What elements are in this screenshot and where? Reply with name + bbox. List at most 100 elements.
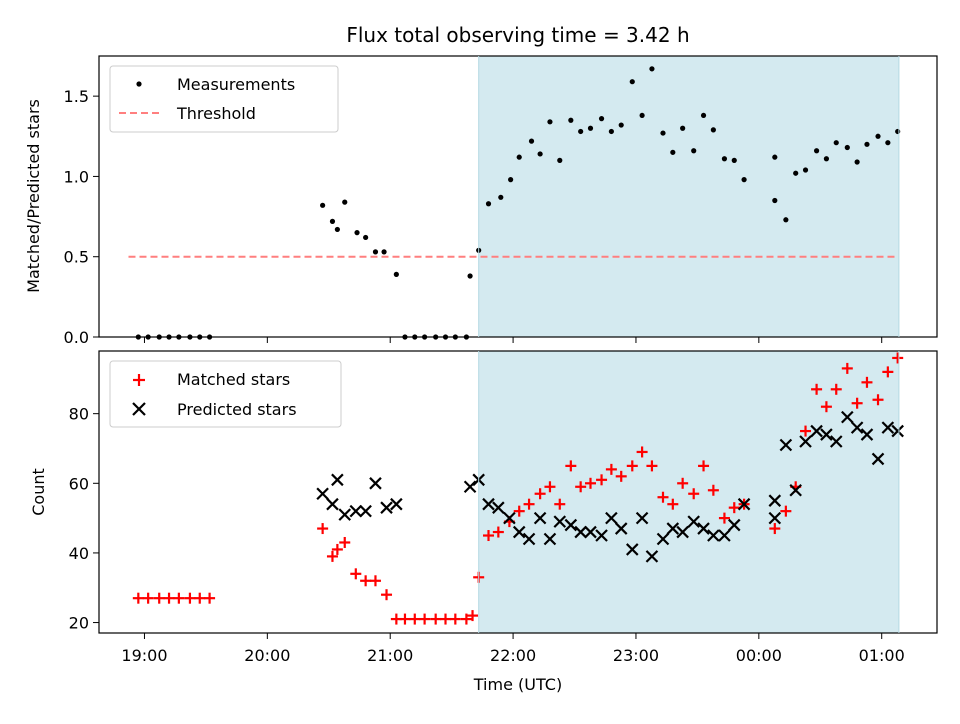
matched-stars-point	[467, 610, 479, 622]
measurements-point	[342, 199, 348, 205]
measurements-point	[895, 128, 901, 135]
matched-stars-point	[769, 523, 781, 535]
matched-stars-point	[194, 592, 206, 604]
matched-stars-point	[430, 613, 442, 625]
matched-stars-point	[350, 568, 362, 580]
predicted-stars-point	[829, 435, 843, 448]
top-plot-frame	[98, 55, 938, 338]
measurements-point	[691, 148, 697, 154]
matched-stars-point	[575, 481, 587, 493]
measurements-point	[670, 149, 676, 155]
predicted-stars-point	[820, 428, 833, 441]
measurements-point	[608, 128, 614, 135]
matched-stars-point	[153, 592, 165, 604]
predicted-stars-point	[768, 511, 782, 525]
matched-stars-point	[523, 498, 535, 510]
predicted-stars-point	[492, 501, 505, 514]
measurements-point	[731, 157, 737, 163]
matched-stars-point	[409, 613, 421, 625]
matched-stars-point	[326, 550, 338, 562]
x-tick-label: 21:00	[367, 646, 413, 665]
matched-stars-point	[861, 376, 873, 388]
matched-stars-point	[184, 592, 196, 604]
matched-stars-point	[626, 460, 638, 472]
matched-stars-point	[872, 394, 884, 406]
matched-stars-point	[554, 498, 566, 510]
top-panel: 0.0 0.5 1.0 1.5 Matched/Predicted stars Mea…	[24, 55, 938, 347]
measurements-point	[557, 157, 563, 163]
predicted-stars-point	[543, 532, 557, 546]
counts-series	[132, 352, 904, 625]
measurements-point	[508, 177, 514, 183]
predicted-stars-point	[881, 421, 895, 434]
measurements-point	[547, 119, 553, 125]
matched-stars-point	[677, 477, 689, 489]
measurements-point	[680, 125, 686, 131]
predicted-stars-point	[625, 543, 639, 556]
matched-stars-point	[657, 491, 669, 503]
predicted-stars-point	[789, 483, 802, 497]
matched-stars-point	[565, 460, 577, 472]
predicted-stars-point	[369, 477, 382, 490]
y-tick-label: 1.0	[64, 167, 89, 186]
predicted-stars-point	[338, 508, 352, 521]
predicted-stars-point	[584, 525, 597, 539]
measurements-point	[618, 122, 624, 128]
measurements-point	[629, 79, 635, 85]
matched-stars-point	[381, 589, 393, 601]
predicted-stars-point	[605, 511, 618, 525]
measurements-series	[128, 66, 901, 340]
matched-stars-point	[483, 530, 495, 542]
predicted-stars-point	[799, 435, 812, 448]
bottom-legend: Matched stars Predicted stars	[109, 360, 342, 428]
legend-measurements-label: Measurements	[177, 75, 295, 94]
predicted-stars-point	[676, 525, 689, 539]
y-tick-label: 0.5	[64, 248, 89, 267]
predicted-stars-point	[810, 424, 823, 438]
predicted-stars-point	[635, 511, 649, 525]
measurements-point	[381, 249, 387, 255]
matched-stars-point	[811, 383, 823, 395]
legend-box	[109, 65, 339, 133]
top-x-ticks	[143, 337, 883, 343]
measurements-point	[844, 144, 850, 151]
predicted-stars-point	[380, 501, 393, 514]
matched-stars-point	[584, 477, 596, 489]
measurements-point	[854, 159, 860, 165]
predicted-stars-point	[614, 522, 628, 535]
predicted-stars-point	[841, 410, 854, 424]
y-tick-label: 1.5	[64, 87, 89, 106]
predicted-stars-point	[316, 487, 329, 501]
matched-stars-point	[688, 488, 700, 500]
measurements-point	[516, 154, 522, 160]
matched-stars-point	[492, 526, 504, 538]
predicted-stars-point	[718, 529, 731, 542]
matched-stars-point	[698, 460, 710, 472]
x-tick-label: 20:00	[244, 646, 290, 665]
predicted-stars-point	[687, 515, 700, 528]
legend-threshold-label: Threshold	[176, 104, 256, 123]
matched-stars-point	[780, 505, 792, 517]
predicted-stars-point	[574, 525, 587, 539]
chart-title: Flux total observing time = 3.42 h	[346, 23, 689, 47]
predicted-stars-point	[768, 494, 782, 507]
matched-stars-point	[163, 592, 175, 604]
matched-stars-point	[317, 523, 329, 535]
matched-stars-point	[667, 498, 679, 510]
predicted-stars-point	[390, 497, 403, 511]
measurements-point	[485, 201, 492, 207]
measurements-point	[813, 148, 820, 154]
predicted-stars-point	[666, 522, 680, 535]
observing-window-shade	[478, 56, 899, 337]
top-legend: Measurements Threshold	[109, 65, 339, 133]
observing-window-shade	[478, 351, 899, 633]
matched-stars-point	[132, 592, 144, 604]
predicted-stars-point	[564, 518, 578, 532]
top-y-axis: 0.0 0.5 1.0 1.5	[64, 87, 99, 347]
predicted-stars-point	[645, 550, 659, 563]
predicted-stars-point	[850, 421, 864, 434]
legend-matched-label: Matched stars	[177, 370, 290, 389]
predicted-stars-point	[463, 480, 477, 494]
measurements-point	[700, 112, 707, 119]
bottom-y-axis: 20 40 60 80	[69, 405, 99, 633]
